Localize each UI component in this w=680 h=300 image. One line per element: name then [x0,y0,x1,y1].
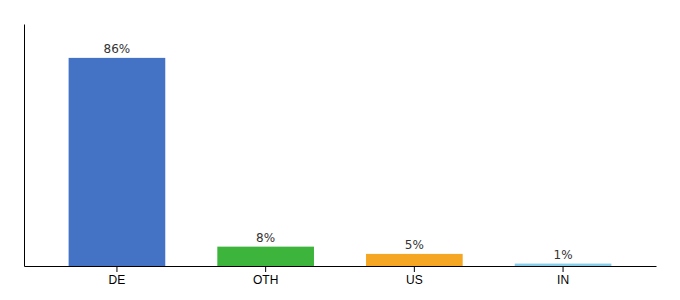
x-tick-mark [116,266,117,272]
x-tick-label: IN [557,273,569,287]
data-label: 86% [104,42,131,56]
data-label: 8% [256,231,275,245]
x-tick-mark [414,266,415,272]
x-tick: IN [557,266,569,287]
y-axis [24,25,25,267]
x-tick-label: US [406,273,423,287]
x-tick-label: DE [109,273,126,287]
data-label: 5% [405,238,424,252]
x-tick: DE [109,266,126,287]
bar [366,254,463,266]
bar [217,247,314,266]
x-tick-mark [563,266,564,272]
bar [515,264,612,266]
y-axis-line [24,25,25,267]
x-axis-line [25,266,657,267]
plot: DE OTH US IN 86% 8% 5% 1% [25,25,657,287]
x-tick-mark [265,266,266,272]
data-labels: 86% 8% 5% 1% [104,42,573,262]
bars [69,58,612,266]
bar [69,58,166,266]
x-axis: DE OTH US IN [25,266,657,287]
x-tick: OTH [253,266,278,287]
data-label: 1% [554,248,573,262]
x-tick: US [406,266,423,287]
chart: DE OTH US IN 86% 8% 5% 1% [0,0,680,300]
x-tick-label: OTH [253,273,278,287]
